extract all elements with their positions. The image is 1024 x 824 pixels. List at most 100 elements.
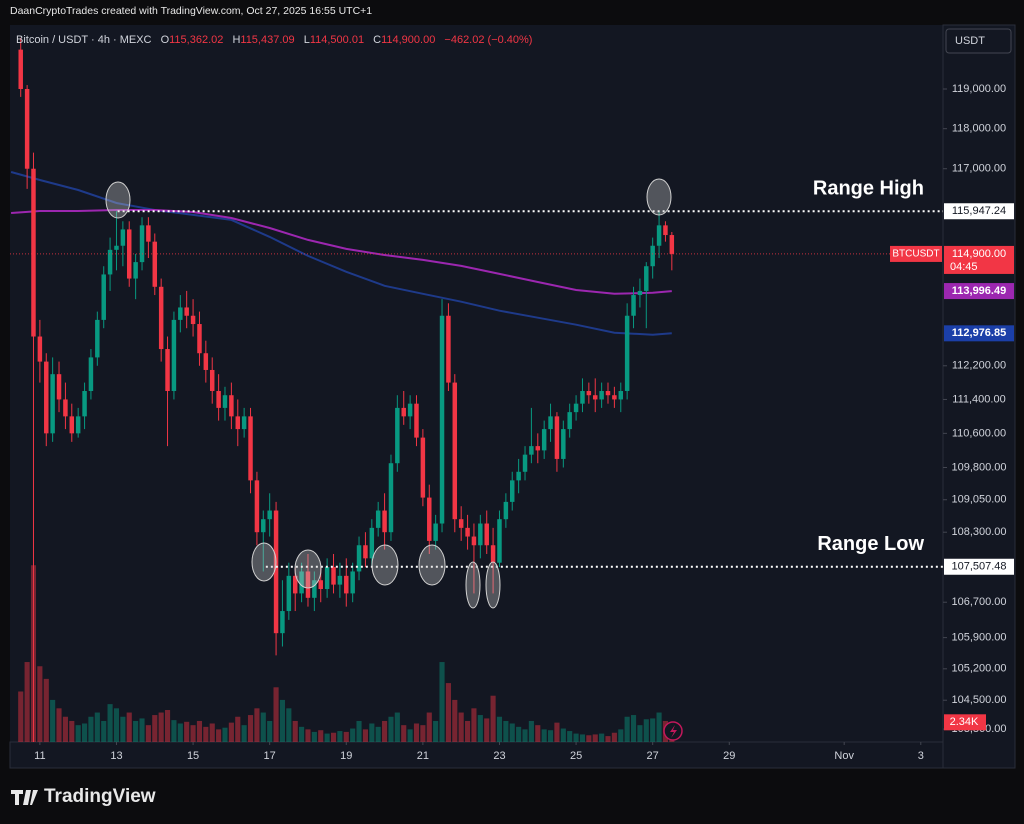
- candle-body: [107, 249, 113, 275]
- currency-box[interactable]: [945, 28, 1012, 54]
- candle-body: [375, 510, 381, 528]
- volume-bar: [445, 683, 451, 742]
- volume-bar: [465, 720, 471, 742]
- plot: [10, 37, 943, 742]
- volume-bar: [279, 699, 285, 742]
- highlight: [485, 561, 501, 609]
- candle-body: [50, 374, 55, 434]
- symbol: Bitcoin / USDT · 4h · MEXC: [16, 34, 152, 46]
- candle-body: [126, 229, 132, 279]
- volume-bar: [413, 723, 420, 742]
- volume-bar: [177, 723, 183, 742]
- volume-bar: [324, 733, 330, 742]
- volume-bar: [611, 732, 617, 742]
- volume-bar: [330, 732, 337, 742]
- y-tick-label: 104,500.00: [951, 694, 1006, 706]
- volume-bar: [573, 733, 579, 742]
- current-price-box: [944, 245, 1014, 274]
- volume-bar: [650, 718, 656, 742]
- range-price-label: 107,507.48: [951, 561, 1006, 573]
- volume-bar: [362, 729, 368, 742]
- candle-body: [337, 575, 343, 585]
- volume-bar: [420, 725, 426, 742]
- range-price-label: 115,947.24: [952, 205, 1006, 217]
- highlight: [465, 561, 481, 609]
- volume-bar: [24, 662, 30, 742]
- y-tick-label: 110,600.00: [952, 427, 1006, 439]
- candle-body: [133, 262, 138, 279]
- y-tick-label: 105,900.00: [951, 632, 1006, 644]
- candle-body: [580, 391, 585, 404]
- candle-body: [235, 416, 241, 430]
- x-tick-label: 15: [187, 750, 199, 762]
- candle-body: [401, 407, 406, 417]
- volume-bar: [311, 731, 317, 742]
- volume-bar: [120, 716, 126, 742]
- candle-body: [312, 580, 317, 598]
- volume-bar: [152, 715, 158, 742]
- currency: USDT: [955, 35, 985, 47]
- y-tick-label: 109,050.00: [951, 494, 1006, 506]
- volume-bar: [50, 699, 56, 742]
- legend: Bitcoin / USDT · 4h · MEXC O115,362.02 H…: [16, 34, 532, 46]
- volume-bar: [337, 731, 343, 742]
- candle-body: [178, 307, 183, 320]
- volume-bar: [286, 708, 292, 742]
- candle-body: [407, 403, 413, 417]
- candle-body: [273, 510, 279, 634]
- candle-body: [484, 523, 489, 546]
- volume-bar: [592, 734, 598, 742]
- candle-body: [158, 286, 164, 350]
- candle-body: [599, 391, 604, 400]
- x-tick-label: 3: [918, 750, 924, 762]
- volume-bar: [43, 678, 49, 742]
- candle-body: [458, 519, 464, 528]
- volume-bar: [452, 699, 458, 742]
- candle-body: [433, 523, 438, 541]
- volume-bar: [56, 708, 62, 742]
- y-tick-label: 106,700.00: [951, 596, 1006, 608]
- candle-body: [222, 395, 228, 408]
- volume-bar: [522, 729, 528, 742]
- volume-bar: [375, 726, 381, 742]
- y-tick-label: 105,200.00: [951, 663, 1006, 675]
- candle-body: [344, 575, 349, 594]
- candle-body: [503, 501, 509, 520]
- volume-bar: [394, 712, 400, 742]
- candle-body: [229, 395, 234, 417]
- candle-body: [350, 571, 355, 594]
- candle-body: [184, 307, 189, 316]
- volume-bar: [643, 719, 649, 742]
- volume-bar: [216, 729, 222, 742]
- volume-bar: [509, 723, 515, 742]
- volume-bar: [407, 729, 413, 742]
- volume-bar: [82, 723, 88, 742]
- candle-body: [561, 429, 566, 459]
- candle-body: [656, 225, 662, 246]
- candle-body: [139, 225, 145, 263]
- candle-body: [548, 416, 553, 430]
- volume-bar: [145, 725, 151, 742]
- volume-bar: [624, 716, 630, 742]
- volume-bar: [190, 725, 196, 742]
- candle-body: [267, 510, 272, 520]
- volume-bar: [88, 716, 94, 742]
- volume-bar: [101, 720, 107, 742]
- candle-body: [509, 480, 515, 502]
- current-price-label: 114,900.00: [952, 248, 1006, 260]
- candle-body: [471, 536, 477, 546]
- volume-bar: [490, 695, 496, 742]
- volume-bar: [94, 712, 100, 742]
- x-tick-label: 21: [417, 750, 429, 762]
- candle-body: [414, 403, 419, 438]
- candle-body: [82, 391, 87, 417]
- volume-bar: [184, 721, 190, 742]
- candle-body: [254, 480, 260, 533]
- x-tick-label: 13: [110, 750, 122, 762]
- volume-bar: [605, 736, 611, 742]
- volume-bar: [235, 716, 241, 742]
- volume-bar: [203, 726, 209, 742]
- candle-body: [535, 446, 541, 451]
- candle-body: [324, 567, 330, 590]
